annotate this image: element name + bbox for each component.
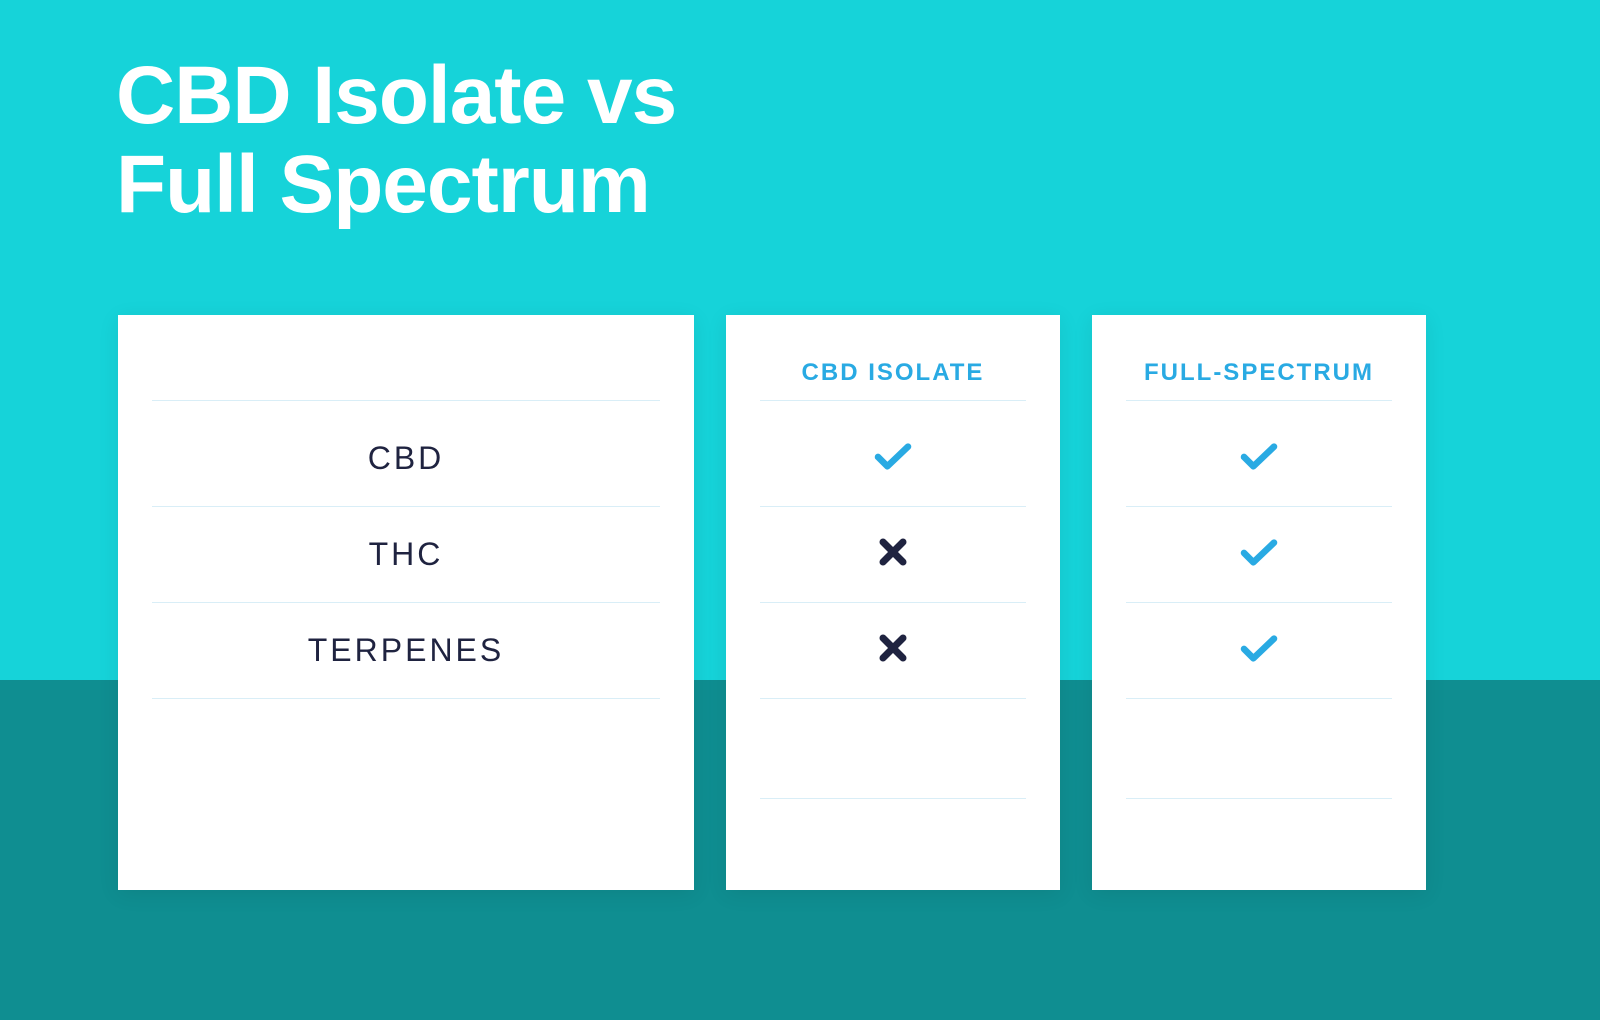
cross-icon — [878, 537, 908, 572]
labels-card: CBD THC TERPENES — [118, 315, 694, 890]
fullspectrum-row-thc — [1126, 507, 1392, 603]
check-icon — [1240, 537, 1278, 572]
fullspectrum-row-terpenes — [1126, 603, 1392, 699]
cross-icon — [878, 633, 908, 668]
isolate-header-text: CBD ISOLATE — [802, 359, 985, 387]
page-title: CBD Isolate vs Full Spectrum — [116, 52, 676, 229]
row-label-cbd: CBD — [368, 440, 445, 477]
fullspectrum-extra-row — [1126, 739, 1392, 799]
title-line-2: Full Spectrum — [116, 139, 650, 230]
check-icon — [874, 441, 912, 476]
isolate-card: CBD ISOLATE — [726, 315, 1060, 890]
isolate-row-thc — [760, 507, 1026, 603]
label-row: CBD — [152, 411, 660, 507]
fullspectrum-card-header: FULL-SPECTRUM — [1126, 345, 1392, 401]
labels-card-header — [152, 345, 660, 401]
row-label-thc: THC — [369, 536, 444, 573]
label-row: TERPENES — [152, 603, 660, 699]
check-icon — [1240, 441, 1278, 476]
comparison-cards: CBD THC TERPENES CBD ISOLATE FULL-SPECTR… — [118, 315, 1426, 890]
fullspectrum-header-text: FULL-SPECTRUM — [1144, 359, 1374, 387]
title-line-1: CBD Isolate vs — [116, 50, 676, 141]
isolate-row-terpenes — [760, 603, 1026, 699]
isolate-card-header: CBD ISOLATE — [760, 345, 1026, 401]
isolate-extra-row — [760, 739, 1026, 799]
row-label-terpenes: TERPENES — [308, 632, 504, 669]
fullspectrum-row-cbd — [1126, 411, 1392, 507]
label-row: THC — [152, 507, 660, 603]
check-icon — [1240, 633, 1278, 668]
isolate-row-cbd — [760, 411, 1026, 507]
fullspectrum-card: FULL-SPECTRUM — [1092, 315, 1426, 890]
